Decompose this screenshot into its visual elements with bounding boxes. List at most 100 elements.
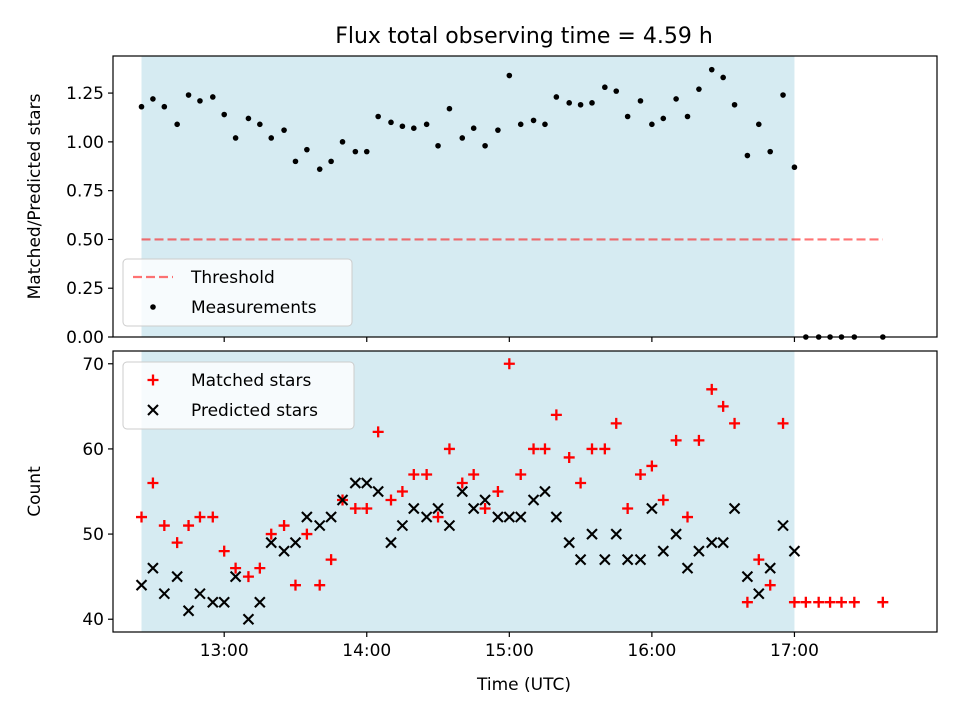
matched-star-point [503,358,515,370]
predicted-star-point [539,485,551,498]
measurement-point [375,113,381,120]
legend-predicted-swatch [147,404,159,416]
measurement-point [328,158,334,165]
predicted-star-point [385,536,397,549]
measurement-point [411,125,417,132]
measurement-point [780,92,786,98]
measurement-point [744,152,751,159]
measurement-point [649,121,655,128]
predicted-star-point [741,570,754,583]
axes-frame [112,350,938,633]
predicted-star-point [254,596,266,608]
matched-star-point [800,596,812,608]
predicted-star-point [621,553,634,566]
matched-star-point [729,417,741,429]
matched-star-point [599,443,611,455]
x-tick-label: 13:00 [200,641,249,661]
matched-star-point [813,596,825,608]
matched-star-point [301,528,313,540]
measurement-point [542,121,548,128]
measurement-point [352,148,359,155]
predicted-star-point [278,545,290,557]
matched-star-point [385,494,397,506]
predicted-star-point [753,587,765,600]
predicted-star-point [586,528,598,540]
measurement-point [624,113,631,120]
measurement-point [292,158,299,165]
measurement-point [245,115,252,122]
predicted-star-point [646,502,658,515]
measurement-point [495,127,501,133]
measurement-point [577,101,584,108]
predicted-star-point [777,519,789,532]
matched-star-point [372,426,384,438]
predicted-star-point [764,562,776,574]
predicted-star-point [788,545,801,557]
predicted-star-point [610,528,622,540]
predicted-star-point [456,485,469,498]
y-tick-label: 70 [82,355,104,375]
measurement-point [517,121,524,128]
matched-star-point [682,511,694,523]
predicted-star-point [408,502,420,515]
matched-star-point [194,511,206,523]
predicted-star-point [503,511,516,523]
measurement-point [708,66,715,73]
predicted-star-point [681,562,694,574]
predicted-star-point [349,477,362,489]
legend-label: Measurements [191,298,317,318]
matched-star-point [230,562,242,574]
matched-star-point [539,443,551,455]
matched-star-point [218,545,230,557]
matched-star-point [753,554,765,566]
matched-star-point [408,468,420,480]
x-tick-label: 15:00 [485,641,534,661]
matched-star-point [717,400,729,412]
series-measurements [138,66,886,340]
predicted-star-point [229,570,242,583]
measurement-point [470,125,477,132]
predicted-star-point [171,570,183,583]
measurement-point [755,121,762,128]
predicted-star-point [147,562,159,574]
x-tick-label: 17:00 [770,641,819,661]
measurement-point [589,100,595,106]
measurement-point [209,94,216,100]
legend-measurement-swatch [150,304,156,310]
predicted-star-point [420,511,433,523]
matched-star-point [706,383,718,395]
matched-star-point [693,434,705,446]
matched-star-point [242,571,254,583]
measurement-point [316,166,323,172]
matched-star-point [479,503,491,515]
predicted-star-point [218,596,230,608]
predicted-star-point [670,528,682,540]
predicted-star-point [550,511,563,523]
y-tick-label: 0.75 [66,182,104,202]
series-predicted-stars [135,477,801,625]
legend-box [122,258,353,327]
matched-star-point [634,468,646,480]
measurement-point [637,98,644,104]
matched-star-point [158,520,170,532]
predicted-star-point [194,587,206,600]
measurement-point [221,111,227,118]
y-tick-label: 40 [82,610,104,630]
measurement-point [304,146,310,153]
legend-label: Matched stars [191,371,311,391]
predicted-star-point [182,604,195,617]
matched-star-point [468,468,480,480]
measurement-point [613,88,620,94]
measurement-point [530,117,537,124]
y-axis-label: Count [25,466,45,517]
matched-star-point [349,503,361,515]
predicted-star-point [361,477,373,489]
measurement-point [388,119,394,126]
legend-label: Threshold [190,268,275,288]
chart-title: Flux total observing time = 4.59 h [335,24,713,49]
y-tick-label: 0.00 [66,328,104,348]
matched-star-point [254,562,266,574]
matched-star-point [528,443,540,455]
measurement-point [161,103,168,110]
predicted-star-point [514,511,527,523]
